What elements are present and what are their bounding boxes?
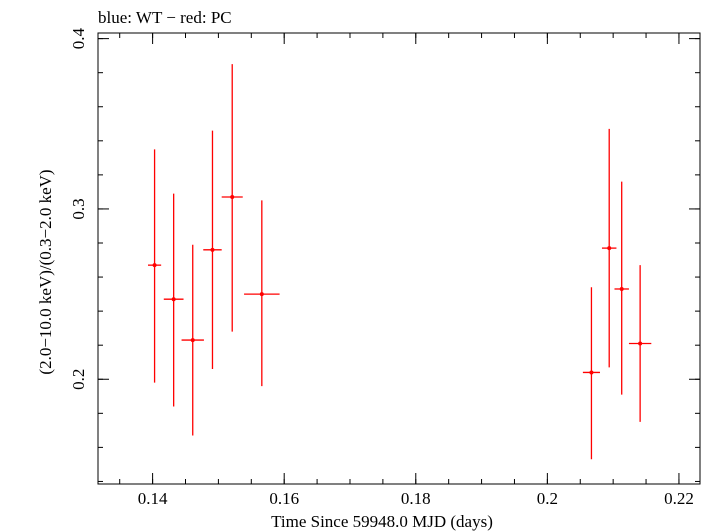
point-marker	[210, 247, 215, 252]
data-point	[244, 200, 280, 387]
chart-title: blue: WT − red: PC	[98, 8, 232, 27]
plot-frame	[97, 32, 701, 485]
point-marker	[152, 263, 157, 268]
point-marker	[190, 338, 195, 343]
point-marker	[589, 370, 594, 375]
x-axis-ticks: 0.14 0.16 0.18 0.2 0.22	[119, 33, 694, 508]
point-marker	[619, 286, 624, 291]
point-marker	[259, 292, 264, 297]
point-marker	[607, 246, 612, 251]
x-tick-label: 0.14	[138, 489, 168, 508]
y-tick-label: 0.3	[69, 198, 88, 219]
x-tick-label: 0.16	[269, 489, 299, 508]
data-point	[203, 130, 222, 370]
data-point	[163, 193, 184, 407]
data-point	[582, 287, 600, 460]
data-point	[614, 181, 629, 395]
x-axis-label: Time Since 59948.0 MJD (days)	[271, 512, 493, 531]
point-marker	[171, 297, 176, 302]
x-tick-label: 0.2	[537, 489, 558, 508]
data-point	[148, 149, 162, 383]
y-axis-label: (2.0−10.0 keV)/(0.3−2.0 keV)	[36, 169, 55, 374]
y-tick-label: 0.2	[69, 369, 88, 390]
x-tick-label: 0.18	[401, 489, 431, 508]
data-point	[181, 244, 204, 436]
data-points	[148, 64, 652, 460]
data-point	[628, 265, 652, 422]
point-marker	[638, 341, 643, 346]
data-point	[601, 128, 617, 368]
y-tick-label: 0.4	[69, 27, 88, 49]
data-point	[221, 64, 243, 332]
x-tick-label: 0.22	[664, 489, 694, 508]
y-axis-ticks: 0.2 0.3 0.4	[69, 27, 700, 482]
point-marker	[230, 195, 235, 200]
